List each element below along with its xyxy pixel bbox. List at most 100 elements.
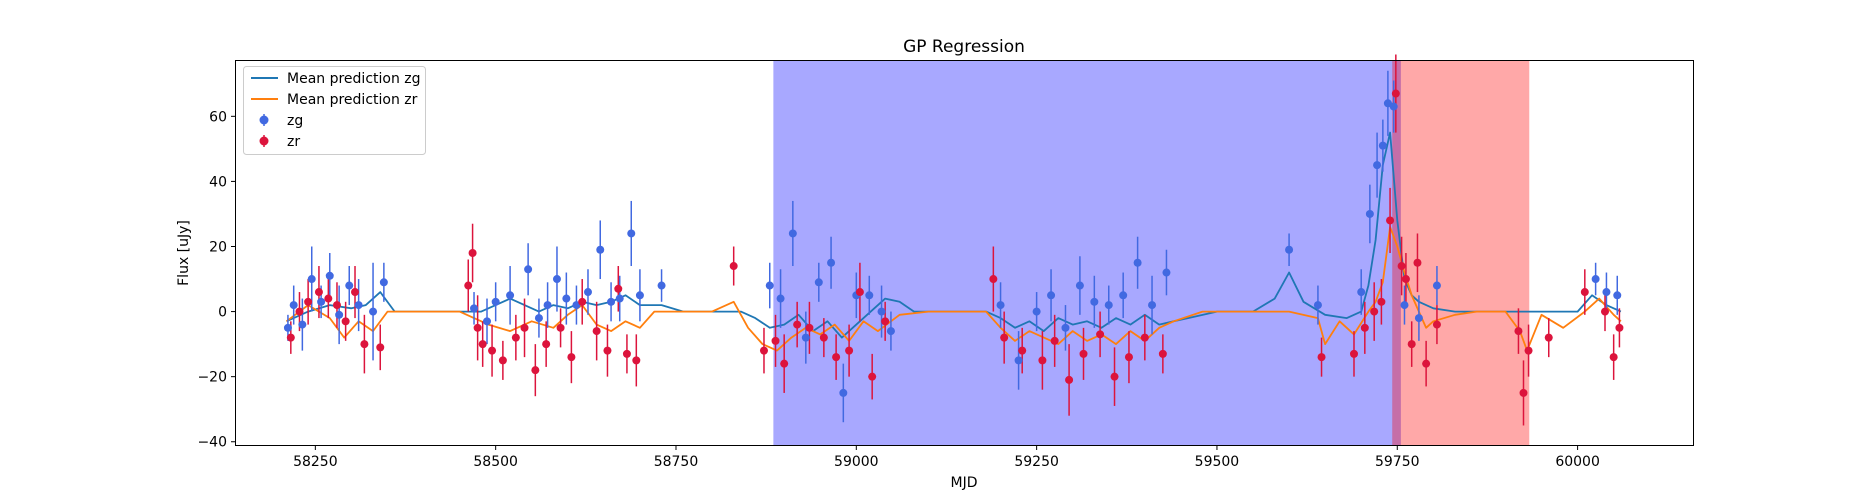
point-2-36 [865, 291, 874, 300]
point-3-71 [1609, 353, 1618, 362]
point-2-54 [1365, 209, 1374, 218]
x-tick-label-4: 59250 [1014, 454, 1059, 470]
point-3-62 [1413, 258, 1422, 267]
shaded-regions [773, 61, 1530, 445]
point-2-46 [1104, 301, 1113, 310]
point-2-61 [1432, 281, 1441, 290]
point-2-29 [776, 294, 785, 303]
x-tick-label-7: 60000 [1555, 454, 1600, 470]
point-3-34 [819, 333, 828, 342]
point-2-64 [1613, 291, 1622, 300]
point-2-3 [307, 275, 316, 284]
point-2-37 [877, 307, 886, 316]
point-2-12 [483, 317, 492, 326]
point-3-15 [498, 356, 507, 365]
point-3-67 [1524, 346, 1533, 355]
point-2-34 [839, 388, 848, 397]
point-3-2 [304, 297, 313, 306]
point-3-48 [1110, 372, 1119, 381]
point-2-58 [1389, 102, 1398, 111]
point-3-47 [1096, 330, 1105, 339]
x-tick-label-0: 58250 [293, 454, 338, 470]
x-axis-ticks: 58250 58500 58750 59000 59250 59500 59750 60000 [293, 445, 1600, 470]
point-3-5 [332, 301, 341, 310]
point-3-49 [1124, 353, 1133, 362]
point-2-7 [345, 281, 354, 290]
point-3-18 [531, 366, 540, 375]
legend-box [243, 66, 426, 155]
point-3-0 [286, 333, 295, 342]
point-3-29 [759, 346, 768, 355]
chart-title: GP Regression [903, 37, 1025, 57]
point-3-14 [488, 346, 497, 355]
point-3-23 [592, 327, 601, 336]
point-2-25 [627, 229, 636, 238]
point-3-63 [1422, 359, 1431, 368]
point-2-44 [1075, 281, 1084, 290]
point-3-70 [1601, 307, 1610, 316]
point-3-17 [520, 323, 529, 332]
point-2-32 [814, 278, 823, 287]
plot-frame [235, 60, 1694, 446]
point-2-59 [1400, 301, 1409, 310]
point-2-15 [524, 265, 533, 274]
point-2-23 [607, 297, 616, 306]
point-3-25 [614, 284, 623, 293]
point-3-53 [1349, 349, 1358, 358]
point-2-50 [1162, 268, 1171, 277]
point-3-12 [473, 323, 482, 332]
point-2-14 [506, 291, 515, 300]
point-2-27 [657, 281, 666, 290]
point-2-42 [1047, 291, 1056, 300]
point-2-17 [543, 301, 552, 310]
point-3-16 [511, 333, 520, 342]
point-2-16 [534, 314, 543, 323]
y-tick-label-0: −40 [197, 435, 227, 451]
point-3-24 [603, 346, 612, 355]
point-2-56 [1378, 141, 1387, 150]
point-3-21 [567, 353, 576, 362]
x-tick-label-2: 58750 [654, 454, 699, 470]
point-3-44 [1050, 336, 1059, 345]
point-3-68 [1544, 333, 1553, 342]
shaded-region-0 [773, 61, 1401, 445]
point-3-6 [341, 317, 350, 326]
point-3-32 [793, 320, 802, 329]
legend-swatch-zr-marker [259, 136, 269, 146]
shaded-region-1 [1392, 61, 1530, 445]
point-2-24 [615, 294, 624, 303]
point-3-72 [1615, 323, 1624, 332]
point-3-27 [632, 356, 641, 365]
point-3-8 [360, 340, 369, 349]
point-2-13 [491, 297, 500, 306]
x-tick-label-3: 59000 [834, 454, 879, 470]
point-2-51 [1285, 245, 1294, 254]
point-3-58 [1391, 89, 1400, 98]
point-3-7 [351, 288, 360, 297]
point-2-45 [1090, 297, 1099, 306]
x-axis-label: MJD [951, 475, 978, 491]
point-2-31 [801, 333, 810, 342]
legend: Mean prediction zg Mean prediction zr zg… [243, 66, 426, 155]
point-2-28 [765, 281, 774, 290]
point-2-9 [369, 307, 378, 316]
point-3-38 [868, 372, 877, 381]
point-3-54 [1360, 323, 1369, 332]
x-tick-label-5: 59500 [1195, 454, 1240, 470]
point-2-1 [289, 301, 298, 310]
point-2-2 [298, 320, 307, 329]
point-3-30 [771, 336, 780, 345]
point-2-10 [379, 278, 388, 287]
point-3-59 [1397, 262, 1406, 271]
point-3-19 [542, 340, 551, 349]
legend-swatch-zg-marker [259, 115, 269, 125]
point-2-55 [1373, 161, 1382, 170]
point-2-63 [1602, 288, 1611, 297]
point-2-60 [1414, 314, 1423, 323]
point-2-8 [354, 301, 363, 310]
point-3-20 [556, 323, 565, 332]
x-tick-label-1: 58500 [473, 454, 518, 470]
point-2-19 [562, 294, 571, 303]
point-3-13 [478, 340, 487, 349]
